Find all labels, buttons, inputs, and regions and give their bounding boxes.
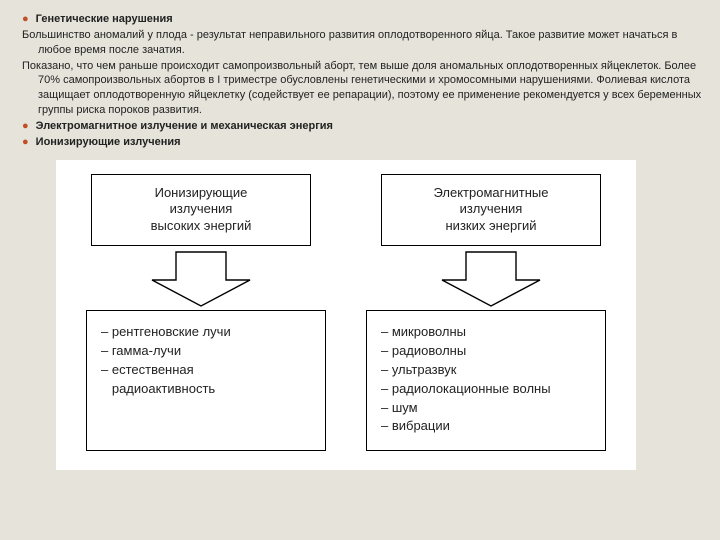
- bullet-marker: ●: [22, 119, 29, 134]
- right-item-3: – ультразвук: [381, 361, 591, 380]
- right-item-6: – вибрации: [381, 417, 591, 436]
- bullet-text: Генетические нарушения: [36, 12, 173, 27]
- paragraph-1-wrap: Большинство аномалий у плода - результат…: [22, 28, 702, 58]
- left-item-2: – гамма-лучи: [101, 342, 311, 361]
- paragraph-2-wrap: Показано, что чем раньше происходит само…: [22, 59, 702, 118]
- header-right-l2: излучения: [396, 201, 586, 218]
- list-box-left: – рентгеновские лучи – гамма-лучи – есте…: [86, 310, 326, 451]
- arrow-down-icon: [146, 250, 256, 308]
- header-left-l1: Ионизирующие: [106, 185, 296, 202]
- bullet-marker: ●: [22, 12, 29, 27]
- diagram-list-row: – рентгеновские лучи – гамма-лучи – есте…: [74, 310, 618, 451]
- header-box-left: Ионизирующие излучения высоких энергий: [91, 174, 311, 247]
- right-item-1: – микроволны: [381, 323, 591, 342]
- left-item-4: радиоактивность: [101, 380, 311, 399]
- right-item-2: – радиоволны: [381, 342, 591, 361]
- bullet-text: Ионизирующие излучения: [36, 135, 181, 150]
- bullet-em: ● Электромагнитное излучение и механичес…: [22, 119, 702, 134]
- bullet-genetic: ● Генетические нарушения: [22, 12, 702, 27]
- bullet-marker: ●: [22, 135, 29, 150]
- paragraph-2: Показано, что чем раньше происходит само…: [22, 59, 702, 118]
- header-box-right: Электромагнитные излучения низких энерги…: [381, 174, 601, 247]
- header-right-l1: Электромагнитные: [396, 185, 586, 202]
- right-item-5: – шум: [381, 399, 591, 418]
- diagram-container: Ионизирующие излучения высоких энергий Э…: [56, 160, 636, 470]
- bullet-ion: ● Ионизирующие излучения: [22, 135, 702, 150]
- arrow-right-cell: [381, 250, 601, 308]
- diagram-arrow-row: [74, 250, 618, 308]
- left-item-3: – естественная: [101, 361, 311, 380]
- header-left-l3: высоких энергий: [106, 218, 296, 235]
- diagram-header-row: Ионизирующие излучения высоких энергий Э…: [74, 174, 618, 247]
- bullet-text: Электромагнитное излучение и механическа…: [36, 119, 333, 134]
- right-item-4: – радиолокационные волны: [381, 380, 591, 399]
- arrow-down-icon: [436, 250, 546, 308]
- arrow-left-cell: [91, 250, 311, 308]
- header-right-l3: низких энергий: [396, 218, 586, 235]
- header-left-l2: излучения: [106, 201, 296, 218]
- list-box-right: – микроволны – радиоволны – ультразвук –…: [366, 310, 606, 451]
- left-item-1: – рентгеновские лучи: [101, 323, 311, 342]
- paragraph-1: Большинство аномалий у плода - результат…: [22, 28, 702, 58]
